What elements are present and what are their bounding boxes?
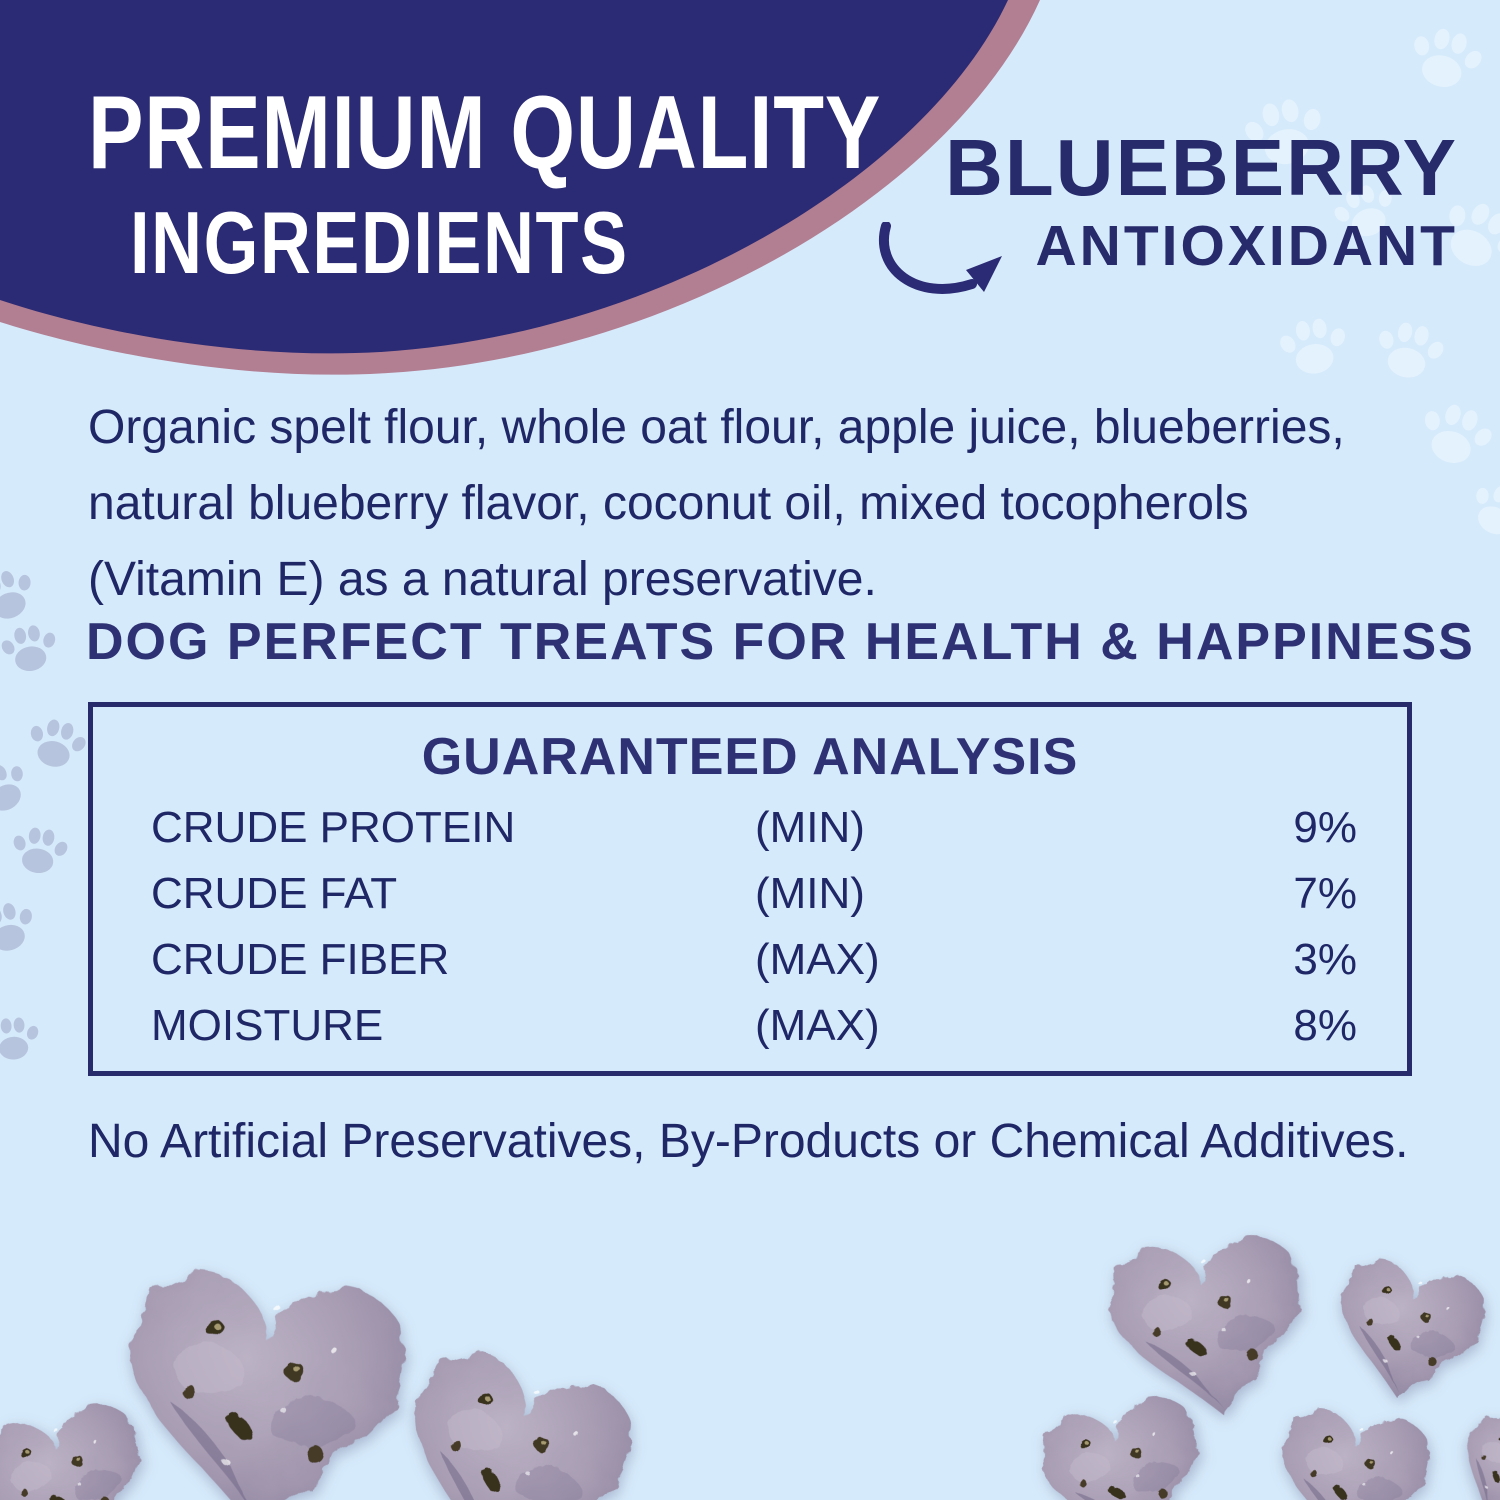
basis-label: (MAX) — [755, 935, 880, 984]
flavor-name: BLUEBERRY — [945, 123, 1458, 212]
basis-label: (MIN) — [755, 869, 865, 918]
paw-print-icon — [21, 714, 92, 774]
basis-label: (MAX) — [755, 1001, 880, 1050]
paw-print-icon — [7, 824, 72, 877]
analysis-title: GUARANTEED ANALYSIS — [421, 728, 1079, 786]
guaranteed-analysis-box: GUARANTEED ANALYSIS CRUDE PROTEIN (MIN) … — [88, 702, 1412, 1076]
paw-print-icon — [1460, 475, 1500, 547]
banner-title-line2: INGREDIENTS — [130, 193, 629, 292]
analysis-row: CRUDE FIBER (MAX) 3% — [93, 935, 1407, 999]
value-label: 8% — [1293, 1001, 1357, 1050]
footnote: No Artificial Preservatives, By-Products… — [88, 1115, 1409, 1168]
nutrient-label: CRUDE PROTEIN — [151, 803, 516, 852]
value-label: 7% — [1293, 869, 1357, 918]
treat-photo — [1012, 1371, 1240, 1500]
paw-print-icon — [0, 621, 63, 676]
banner-title-line1: PREMIUM QUALITY — [88, 75, 882, 191]
analysis-row: CRUDE FAT (MIN) 7% — [93, 869, 1407, 933]
banner-shape — [0, 0, 1040, 375]
flavor-callout: BLUEBERRY ANTIOXIDANT — [945, 128, 1458, 275]
paw-print-icon — [0, 1016, 42, 1062]
flavor-benefit: ANTIOXIDANT — [1035, 214, 1458, 278]
nutrient-label: MOISTURE — [151, 1001, 384, 1050]
basis-label: (MIN) — [755, 803, 865, 852]
banner-fill — [0, 0, 1008, 354]
nutrient-label: CRUDE FAT — [151, 869, 398, 918]
treat-photo — [105, 1230, 426, 1500]
ingredients-text: Organic spelt flour, whole oat flour, ap… — [88, 401, 1345, 606]
tagline: DOG PERFECT TREATS FOR HEALTH & HAPPINES… — [86, 613, 1475, 671]
analysis-row: MOISTURE (MAX) 8% — [93, 1001, 1407, 1065]
value-label: 3% — [1293, 935, 1357, 984]
paw-print-icon — [0, 896, 43, 959]
analysis-row: CRUDE PROTEIN (MIN) 9% — [93, 803, 1407, 867]
value-label: 9% — [1293, 803, 1357, 852]
curved-arrow-icon — [879, 222, 1002, 294]
nutrient-label: CRUDE FIBER — [151, 935, 450, 984]
